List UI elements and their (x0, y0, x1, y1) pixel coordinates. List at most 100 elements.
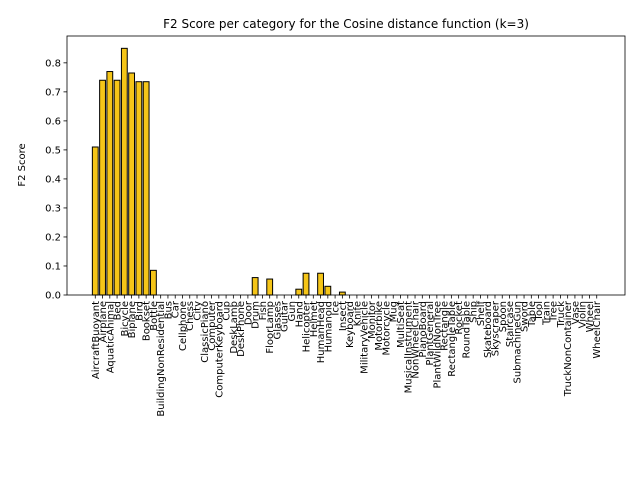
x-tick-label: Helmet (309, 301, 320, 337)
x-tick-label: Rectangle (440, 301, 451, 351)
x-tick-label: FloorLamp (265, 301, 276, 354)
bar (302, 272, 310, 296)
y-tick-label: 0.6 (45, 116, 61, 127)
x-tick-label: Helicopter (302, 300, 313, 352)
x-tick-label: Wheel (585, 301, 596, 332)
x-tick-label: City (193, 301, 204, 321)
x-tick-label: MusicalInstrument (403, 301, 414, 393)
y-tick-label: 0.4 (45, 174, 61, 185)
x-tick-label: Guitar (280, 300, 291, 332)
x-tick-label: Rocket (454, 301, 465, 335)
bar (142, 81, 150, 296)
x-tick-label: Motorbike (374, 301, 385, 351)
x-tick-label: Spoon (498, 301, 509, 332)
x-tick-label: BuildingNonResidential (156, 301, 167, 417)
y-tick-label: 0.8 (45, 58, 61, 69)
x-tick-label: MilitaryVehicle (360, 301, 371, 374)
bar (266, 278, 274, 296)
bar (106, 71, 114, 296)
x-tick-label: Cup (222, 301, 233, 321)
x-tick-label: Bicycle (120, 301, 131, 336)
x-tick-label: Skateboard (483, 301, 494, 358)
bar (295, 288, 303, 296)
x-tick-label: PlantGeneral (425, 301, 436, 366)
y-tick-label: 0.3 (45, 203, 61, 214)
x-tick-label: Computer (207, 300, 218, 351)
x-tick-label: Keyboard (345, 301, 356, 348)
x-tick-label: Cellphone (178, 301, 189, 351)
x-tick-label: Shelf (476, 301, 487, 327)
x-tick-label: SubmachineGun (512, 301, 523, 383)
x-tick-label: Biplane (127, 301, 138, 338)
x-tick-label: Train (541, 301, 552, 326)
x-tick-label: Bus (163, 301, 174, 319)
x-tick-label: AquaticAnimal (105, 301, 116, 373)
plot-frame (66, 35, 626, 296)
y-axis-label: F2 Score (17, 143, 28, 186)
x-tick-label: Skyscraper (490, 300, 501, 356)
x-tick-label: Drum (251, 301, 262, 329)
x-tick-label: TruckNonContainer (563, 300, 574, 397)
x-tick-label: Ice (331, 301, 342, 316)
bar (338, 291, 346, 296)
x-tick-label: PianoBoard (418, 301, 429, 358)
y-tick-label: 0.7 (45, 87, 61, 98)
x-tick-label: RoundTable (461, 301, 472, 359)
x-tick-label: Bookset (142, 301, 153, 341)
x-tick-label: Truck (556, 301, 567, 329)
x-tick-label: Knife (352, 301, 363, 326)
bar (251, 277, 259, 296)
x-tick-label: Door (243, 300, 254, 325)
y-tick-label: 0.5 (45, 145, 61, 156)
x-tick-label: Table (527, 301, 538, 328)
x-tick-label: Airplane (98, 301, 109, 342)
x-tick-label: Gun (287, 301, 298, 321)
chart-title: F2 Score per category for the Cosine dis… (163, 17, 529, 31)
x-tick-label: Bed (113, 301, 124, 320)
bar (113, 79, 121, 296)
x-tick-label: Fish (258, 301, 269, 320)
x-tick-label: PlantWildNonTree (432, 301, 443, 389)
bar (150, 269, 157, 296)
x-tick-label: WheelChair (592, 300, 603, 359)
x-tick-label: ComputerKeyboard (214, 301, 225, 398)
x-tick-label: DeskPhone (236, 301, 247, 357)
x-tick-label: ClassicPiano (200, 301, 211, 363)
x-tick-label: Insect (338, 301, 349, 331)
bar (99, 79, 106, 296)
bar (317, 272, 324, 296)
bar (128, 72, 136, 296)
x-tick-label: RectangleTable (447, 301, 458, 377)
x-tick-label: Vase (570, 301, 581, 325)
x-tick-label: NonWheelChair (411, 300, 422, 378)
x-tick-label: Mug (389, 301, 400, 322)
x-tick-label: Violin (578, 301, 589, 328)
x-tick-label: Bird (134, 301, 145, 321)
x-tick-label: Ship (469, 301, 480, 323)
bar (324, 285, 332, 296)
x-tick-label: HumanHead (316, 301, 327, 363)
x-tick-label: Humanoid (323, 301, 334, 352)
y-tick-label: 0.2 (45, 232, 61, 243)
x-tick-label: Bottle (149, 301, 160, 331)
x-tick-label: Hand (294, 301, 305, 327)
x-tick-label: MultiSeat (396, 301, 407, 348)
bar (135, 81, 143, 296)
y-tick-label: 0.0 (45, 291, 61, 302)
x-tick-label: Glasses (272, 301, 283, 339)
x-tick-label: Monitor (367, 300, 378, 339)
x-tick-label: Motorcycle (381, 301, 392, 356)
bar (91, 146, 99, 296)
x-tick-label: Tool (534, 301, 545, 321)
x-tick-label: Staircase (505, 301, 516, 347)
x-tick-label: AircraftBuoyant (91, 301, 102, 379)
x-tick-label: DeskLamp (229, 301, 240, 354)
x-tick-label: Tree (549, 301, 560, 323)
y-tick-label: 0.1 (45, 261, 61, 272)
x-tick-label: Sword (520, 301, 531, 332)
bar (120, 47, 128, 296)
x-tick-label: Chess (185, 301, 196, 331)
x-tick-label: Car (171, 300, 182, 318)
